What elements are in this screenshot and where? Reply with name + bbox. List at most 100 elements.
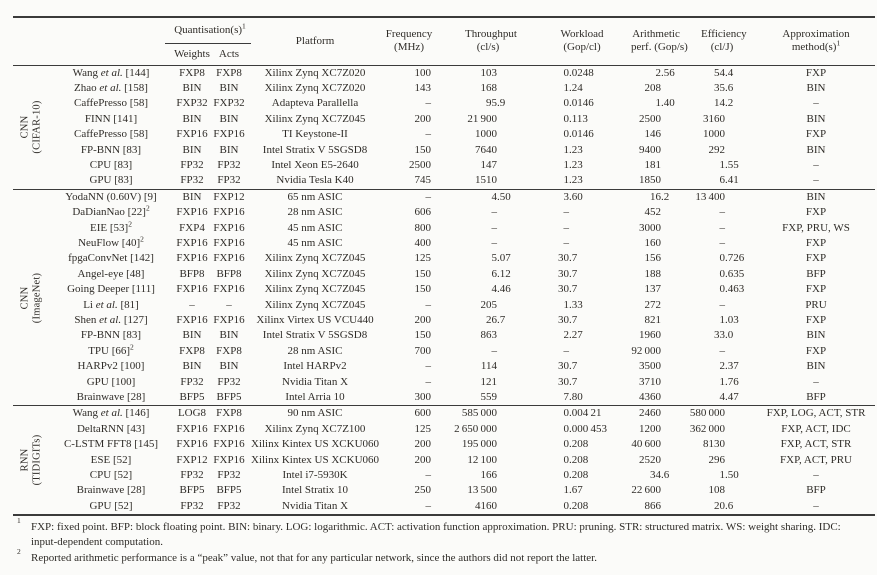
cell-frequency: – [425,360,432,373]
cell-workload: 30.7 [558,252,578,265]
cell-arith-perf: 2500 [639,112,662,125]
cell-approx: – [813,158,819,171]
cell-frequency: 200 [414,314,432,326]
section-label: RNN (TIDIGITs) [13,405,49,516]
cell-platform: Nvidia Titan X [282,375,349,388]
cell-efficiency: 1.55 [719,158,739,171]
footnote-text: FXP: fixed point. BFP: block floating po… [31,521,841,548]
table-row: CNN (ImageNet) YodaNN (0.60V) [9] BIN FXP12 6… [13,188,876,406]
table-header: Quantisation(s)1 Platform Frequency (MHz… [13,17,876,66]
cell-name: GPU [100] [86,375,136,388]
cell-approx: FXP [805,206,827,219]
cell-arith-perf: 156 [644,252,662,265]
cell-name: Li et al. [81] [83,298,139,311]
cell-platform: Xilinx Zynq XC7Z045 [264,283,366,296]
cell-workload: 0.004 21 [511,405,616,422]
cell-frequency: 600 [383,405,436,422]
cell-weights: BFP5 [179,484,205,497]
table-row: CaffePresso [58] FXP16 FXP16 TI Keystone-II… [13,127,875,142]
cell-throughput: 205 [480,298,498,311]
cell-arith-perf: 2520 [639,453,662,466]
cell-arith-perf: 3500 [639,360,662,373]
cell-approx: FXP [805,236,827,249]
footnote: 1 FXP: fixed point. BFP: block floating p… [17,516,841,548]
cell-frequency: 125 [414,252,432,265]
table-row: Brainwave [28] BFP5 BFP5 Intel Arria 10 300 5… [13,390,875,406]
cell-platform: Xilinx Kintex US XCKU060 [251,453,380,466]
cell-approx: BIN [806,143,826,156]
cell-workload: 30.7 [558,314,578,326]
cell-workload: 0.0248 [563,66,594,79]
cell-arith-perf: 1200 [639,422,662,435]
footnote: 2 Reported arithmetic performance is a “p… [17,546,597,564]
cell-weights: FXP16 [176,206,208,219]
cell-efficiency: 292 [708,143,726,156]
cell-frequency: – [383,188,436,206]
cell-name: Wang et al. [144] [72,66,150,79]
header-quantisation-label: Quantisation(s)1 [174,21,246,37]
cell-approx: FXP, ACT, PRU [780,453,852,466]
cell-throughput: 121 [480,375,498,388]
cell-efficiency: 6.41 [719,174,739,187]
cell-throughput: 5.07 [491,252,511,265]
cell-name: C-LSTM FFT8 [145] [63,438,159,451]
cell-platform: Intel Xeon E5-2640 [271,158,359,171]
cell-weights: FXP8 [179,344,205,357]
section-label: CNN (CIFAR-10) [13,65,49,189]
cell-efficiency: 20.6 [714,499,734,512]
cell-throughput: 195 000 [461,438,498,451]
cell-acts: BFP8 [216,267,242,280]
cell-efficiency: 4.47 [719,391,739,404]
cell-workload: – [563,344,570,357]
cell-approx: BIN [743,188,876,206]
cell-acts: FP32 [217,174,241,187]
cell-weights: FXP12 [176,453,208,466]
cell-approx: FXP, PRU, WS [782,221,850,234]
cell-acts: FXP16 [213,221,245,234]
table-row: EIE [53]2 FXP4 FXP16 45 nm ASIC 800 – – 3000 – FX… [13,220,875,236]
cell-weights: LOG8 [173,405,211,422]
cell-efficiency: 2.37 [719,360,739,373]
cell-efficiency: 362 000 [689,422,726,435]
cell-efficiency: 35.6 [714,81,734,94]
cell-platform: 28 nm ASIC [287,344,343,357]
cell-weights: FXP16 [176,128,208,141]
cell-frequency: 250 [414,484,432,497]
cell-efficiency: 14.2 [714,97,734,110]
cell-workload: 0.208 [563,499,589,512]
section-label-text: CNN (ImageNet) [19,272,43,323]
cell-name: CPU [52] [89,469,133,482]
header-arithmetic-perf: Arithmetic perf. (Gop/s) [615,17,688,66]
cell-approx: BFP [806,391,826,404]
cell-weights: BIN [182,329,202,342]
cell-acts: BIN [219,360,239,373]
cell-workload: 2.27 [563,329,583,342]
cell-throughput: – [491,221,498,234]
cell-frequency: 200 [414,438,432,451]
section-label-text: RNN (TIDIGITs) [19,434,43,486]
cell-name: CaffePresso [58] [73,128,149,141]
cell-name: CPU [83] [89,158,133,171]
cell-acts: FXP16 [213,283,245,296]
cell-acts: FP32 [217,375,241,388]
cell-weights: FXP8 [179,66,205,79]
cell-workload: 1.23 [563,174,583,187]
cell-platform: 90 nm ASIC [247,405,384,422]
section-label: CNN (ImageNet) [13,188,49,406]
table-row: Shen et al. [127] FXP16 FXP16 Xilinx Virtex… [13,313,875,328]
cell-efficiency: – [719,206,726,219]
cell-platform: TI Keystone-II [282,128,348,141]
cell-name: Brainwave [28] [76,484,146,497]
cell-acts: – [226,298,232,311]
footnotes: 1 FXP: fixed point. BFP: block floating p… [14,516,863,566]
header-workload: Workload (Gop/cl) [511,17,616,66]
cell-name: Shen et al. [127] [74,314,148,326]
cell-arith-perf: 16.2 [615,188,682,206]
cell-acts: FXP16 [213,236,245,249]
cell-platform: 28 nm ASIC [287,206,343,219]
cell-workload: 0.113 [563,112,588,125]
cell-name: HARPv2 [100] [77,360,145,373]
cell-weights: FXP16 [176,314,208,326]
cell-approx: BIN [806,360,826,373]
cell-efficiency: 0.635 [719,267,745,280]
